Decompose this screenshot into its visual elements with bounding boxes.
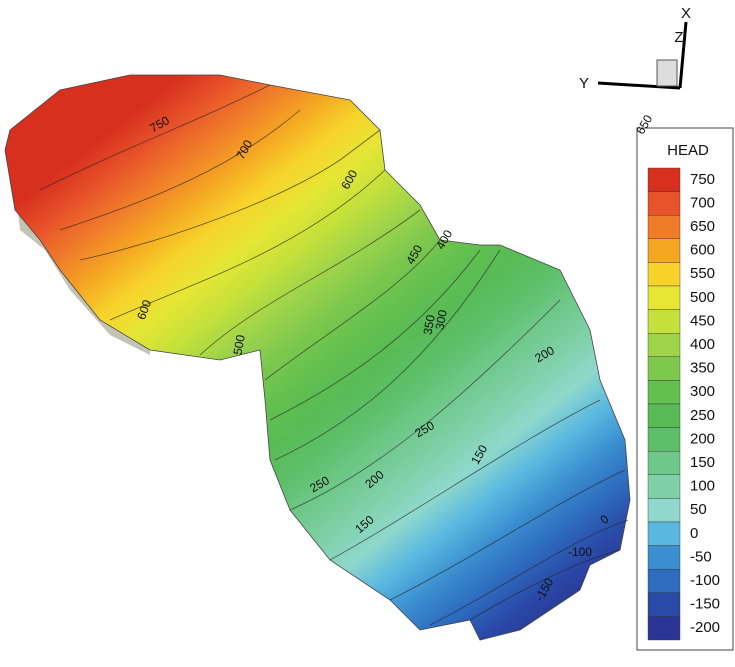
legend-swatch — [648, 215, 680, 239]
legend-label: -50 — [690, 548, 712, 565]
legend-swatch — [648, 522, 680, 546]
legend-label: 500 — [690, 289, 715, 306]
legend-swatch — [648, 168, 680, 192]
legend-label: 250 — [690, 407, 715, 424]
legend-swatch — [648, 428, 680, 452]
legend-swatch — [648, 475, 680, 499]
legend-label: -100 — [690, 572, 720, 589]
legend-swatch — [648, 404, 680, 428]
legend-title: HEAD — [667, 142, 709, 159]
axis-label: Z — [674, 29, 683, 46]
legend-swatch — [648, 498, 680, 522]
legend-label: 50 — [690, 501, 707, 518]
legend-swatch — [648, 310, 680, 334]
legend-label: 200 — [690, 430, 715, 447]
legend-label: 400 — [690, 336, 715, 353]
legend-swatch — [648, 380, 680, 404]
legend-swatch — [648, 239, 680, 263]
axis-triad: X Z Y — [579, 5, 691, 92]
legend-swatch — [648, 192, 680, 216]
legend-swatch — [648, 357, 680, 381]
legend-swatch — [648, 569, 680, 593]
legend-label: 350 — [690, 360, 715, 377]
legend-label: 300 — [690, 383, 715, 400]
contour-label: -100 — [568, 545, 592, 559]
legend-label: 0 — [690, 525, 698, 542]
triad-cube — [657, 60, 677, 86]
axis-label: Y — [579, 75, 589, 92]
legend-label: 650 — [690, 218, 715, 235]
legend-swatch — [648, 262, 680, 286]
legend-label: -150 — [690, 596, 720, 613]
legend-swatch — [648, 286, 680, 310]
legend-label: 150 — [690, 454, 715, 471]
legend-swatch — [648, 333, 680, 357]
legend-swatch — [648, 546, 680, 570]
legend-label: 700 — [690, 194, 715, 211]
legend-swatch — [648, 616, 680, 640]
axis-label: X — [681, 5, 691, 22]
legend-label: 100 — [690, 478, 715, 495]
legend-label: 450 — [690, 312, 715, 329]
legend-label: 550 — [690, 265, 715, 282]
legend-swatch — [648, 451, 680, 475]
legend-label: -200 — [690, 619, 720, 636]
legend-label: 750 — [690, 171, 715, 188]
legend-label: 600 — [690, 242, 715, 259]
legend-swatch — [648, 593, 680, 617]
head-map: X Z Y HEAD 75070065060055050045040035030… — [0, 0, 735, 662]
